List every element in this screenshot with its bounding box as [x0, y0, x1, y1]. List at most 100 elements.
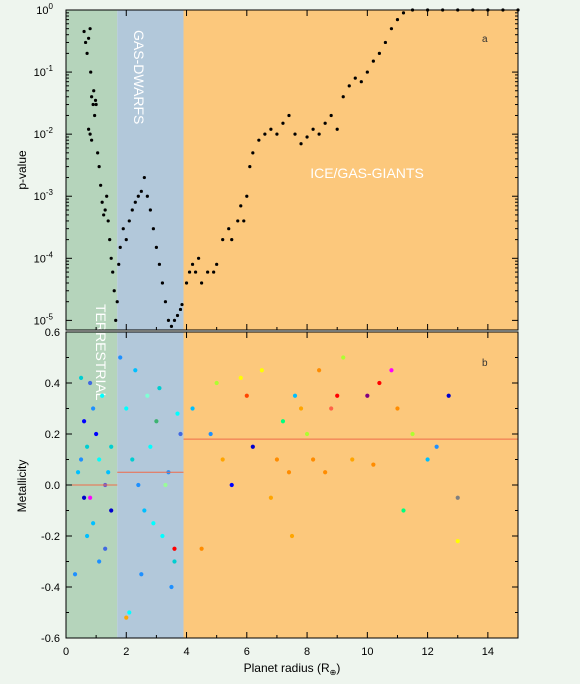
metallicity-point: [97, 457, 102, 462]
metallicity-point: [289, 533, 295, 539]
metallicity-point: [91, 521, 96, 526]
pvalue-point: [100, 200, 104, 204]
pvalue-point: [148, 208, 152, 212]
pvalue-point: [341, 95, 345, 99]
pvalue-point: [114, 318, 118, 322]
pvalue-point: [245, 194, 249, 198]
metallicity-point: [329, 406, 334, 411]
pvalue-point: [142, 175, 146, 180]
metallicity-point: [389, 368, 394, 373]
pvalue-point: [311, 127, 315, 131]
metallicity-point: [175, 411, 180, 416]
pvalue-point: [136, 194, 140, 198]
pvalue-point: [383, 40, 388, 45]
metallicity-point: [268, 495, 274, 500]
metallicity-point: [178, 431, 183, 437]
pvalue-point: [227, 227, 231, 231]
ytick-label: 0.0: [45, 480, 60, 492]
pvalue-point: [200, 281, 204, 285]
pvalue-point: [166, 318, 171, 322]
ytick-exponent: -3: [46, 188, 54, 197]
metallicity-point: [410, 431, 415, 437]
pvalue-point: [269, 127, 273, 131]
gas-dwarfs-label: GAS-DWARFS: [131, 30, 147, 124]
pvalue-point: [180, 302, 184, 307]
pvalue-point: [88, 27, 92, 31]
metallicity-point: [88, 495, 93, 500]
pvalue-point: [118, 245, 122, 249]
metallicity-point: [142, 508, 147, 513]
pvalue-point: [103, 208, 107, 212]
pvalue-point: [124, 238, 128, 242]
metallicity-point: [238, 375, 243, 380]
pvalue-point: [365, 70, 369, 74]
metallicity-point: [118, 355, 123, 360]
metallicity-point: [455, 539, 460, 544]
metallicity-point: [335, 393, 340, 398]
ytick-label: 10-1: [34, 64, 54, 79]
pvalue-point: [102, 213, 106, 217]
metallicity-point: [371, 462, 376, 467]
pvalue-point: [317, 132, 321, 136]
pvalue-point: [87, 127, 91, 131]
pvalue-point: [395, 18, 400, 22]
panel-b-points: [72, 355, 460, 620]
metallicity-point: [350, 457, 355, 462]
metallicity-point: [139, 572, 144, 577]
metallicity-point: [280, 419, 286, 424]
pvalue-point: [187, 270, 192, 274]
panel-a-letter: a: [482, 34, 488, 45]
ytick-label: 10-2: [34, 126, 54, 141]
metallicity-point: [365, 393, 370, 398]
pvalue-point: [160, 281, 165, 285]
metallicity-point: [124, 615, 129, 620]
ytick-label: -0.6: [41, 633, 60, 645]
pvalue-point: [154, 245, 158, 249]
ytick-exponent: -5: [46, 312, 54, 321]
pvalue-point: [112, 289, 116, 293]
metallicity-point: [199, 546, 204, 551]
metallicity-point: [97, 559, 102, 564]
pvalue-point: [401, 11, 406, 15]
pvalue-point: [92, 89, 96, 93]
panel-b-ylabel: Metallicity: [15, 460, 29, 513]
metallicity-point: [145, 393, 150, 398]
panel-a-terrestrial-region: [66, 10, 118, 330]
metallicity-point: [130, 457, 135, 462]
pvalue-point: [178, 307, 183, 312]
pvalue-point: [248, 165, 252, 169]
metallicity-point: [154, 419, 159, 424]
pvalue-point: [190, 262, 195, 266]
panel-b-letter: b: [482, 358, 488, 369]
metallicity-point: [395, 406, 400, 411]
metallicity-point: [106, 470, 111, 475]
metallicity-point: [259, 368, 264, 373]
metallicity-point: [310, 457, 316, 462]
metallicity-point: [100, 393, 105, 398]
metallicity-point: [434, 444, 439, 449]
pvalue-point: [293, 132, 297, 136]
ytick-label: 0.4: [45, 378, 60, 390]
ytick-label: 100: [36, 2, 53, 17]
panel-a-gas-dwarfs-region: [117, 10, 184, 330]
metallicity-point: [286, 470, 292, 475]
pvalue-point: [353, 76, 357, 80]
pvalue-point: [97, 165, 101, 169]
panel-a-ylabel: p-value: [15, 150, 29, 190]
ytick-label: 10-4: [34, 250, 54, 265]
metallicity-point: [163, 482, 168, 488]
pvalue-point: [184, 281, 189, 285]
ytick-exponent: -4: [46, 250, 54, 259]
pvalue-point: [145, 194, 149, 198]
pvalue-point: [117, 262, 121, 266]
pvalue-point: [96, 151, 100, 155]
pvalue-point: [93, 98, 98, 102]
pvalue-point: [299, 142, 303, 146]
metallicity-point: [250, 444, 255, 449]
pvalue-point: [377, 51, 381, 55]
metallicity-point: [172, 559, 177, 564]
pvalue-point: [83, 40, 88, 45]
ytick-exponent: -2: [46, 126, 54, 135]
metallicity-point: [323, 470, 328, 475]
